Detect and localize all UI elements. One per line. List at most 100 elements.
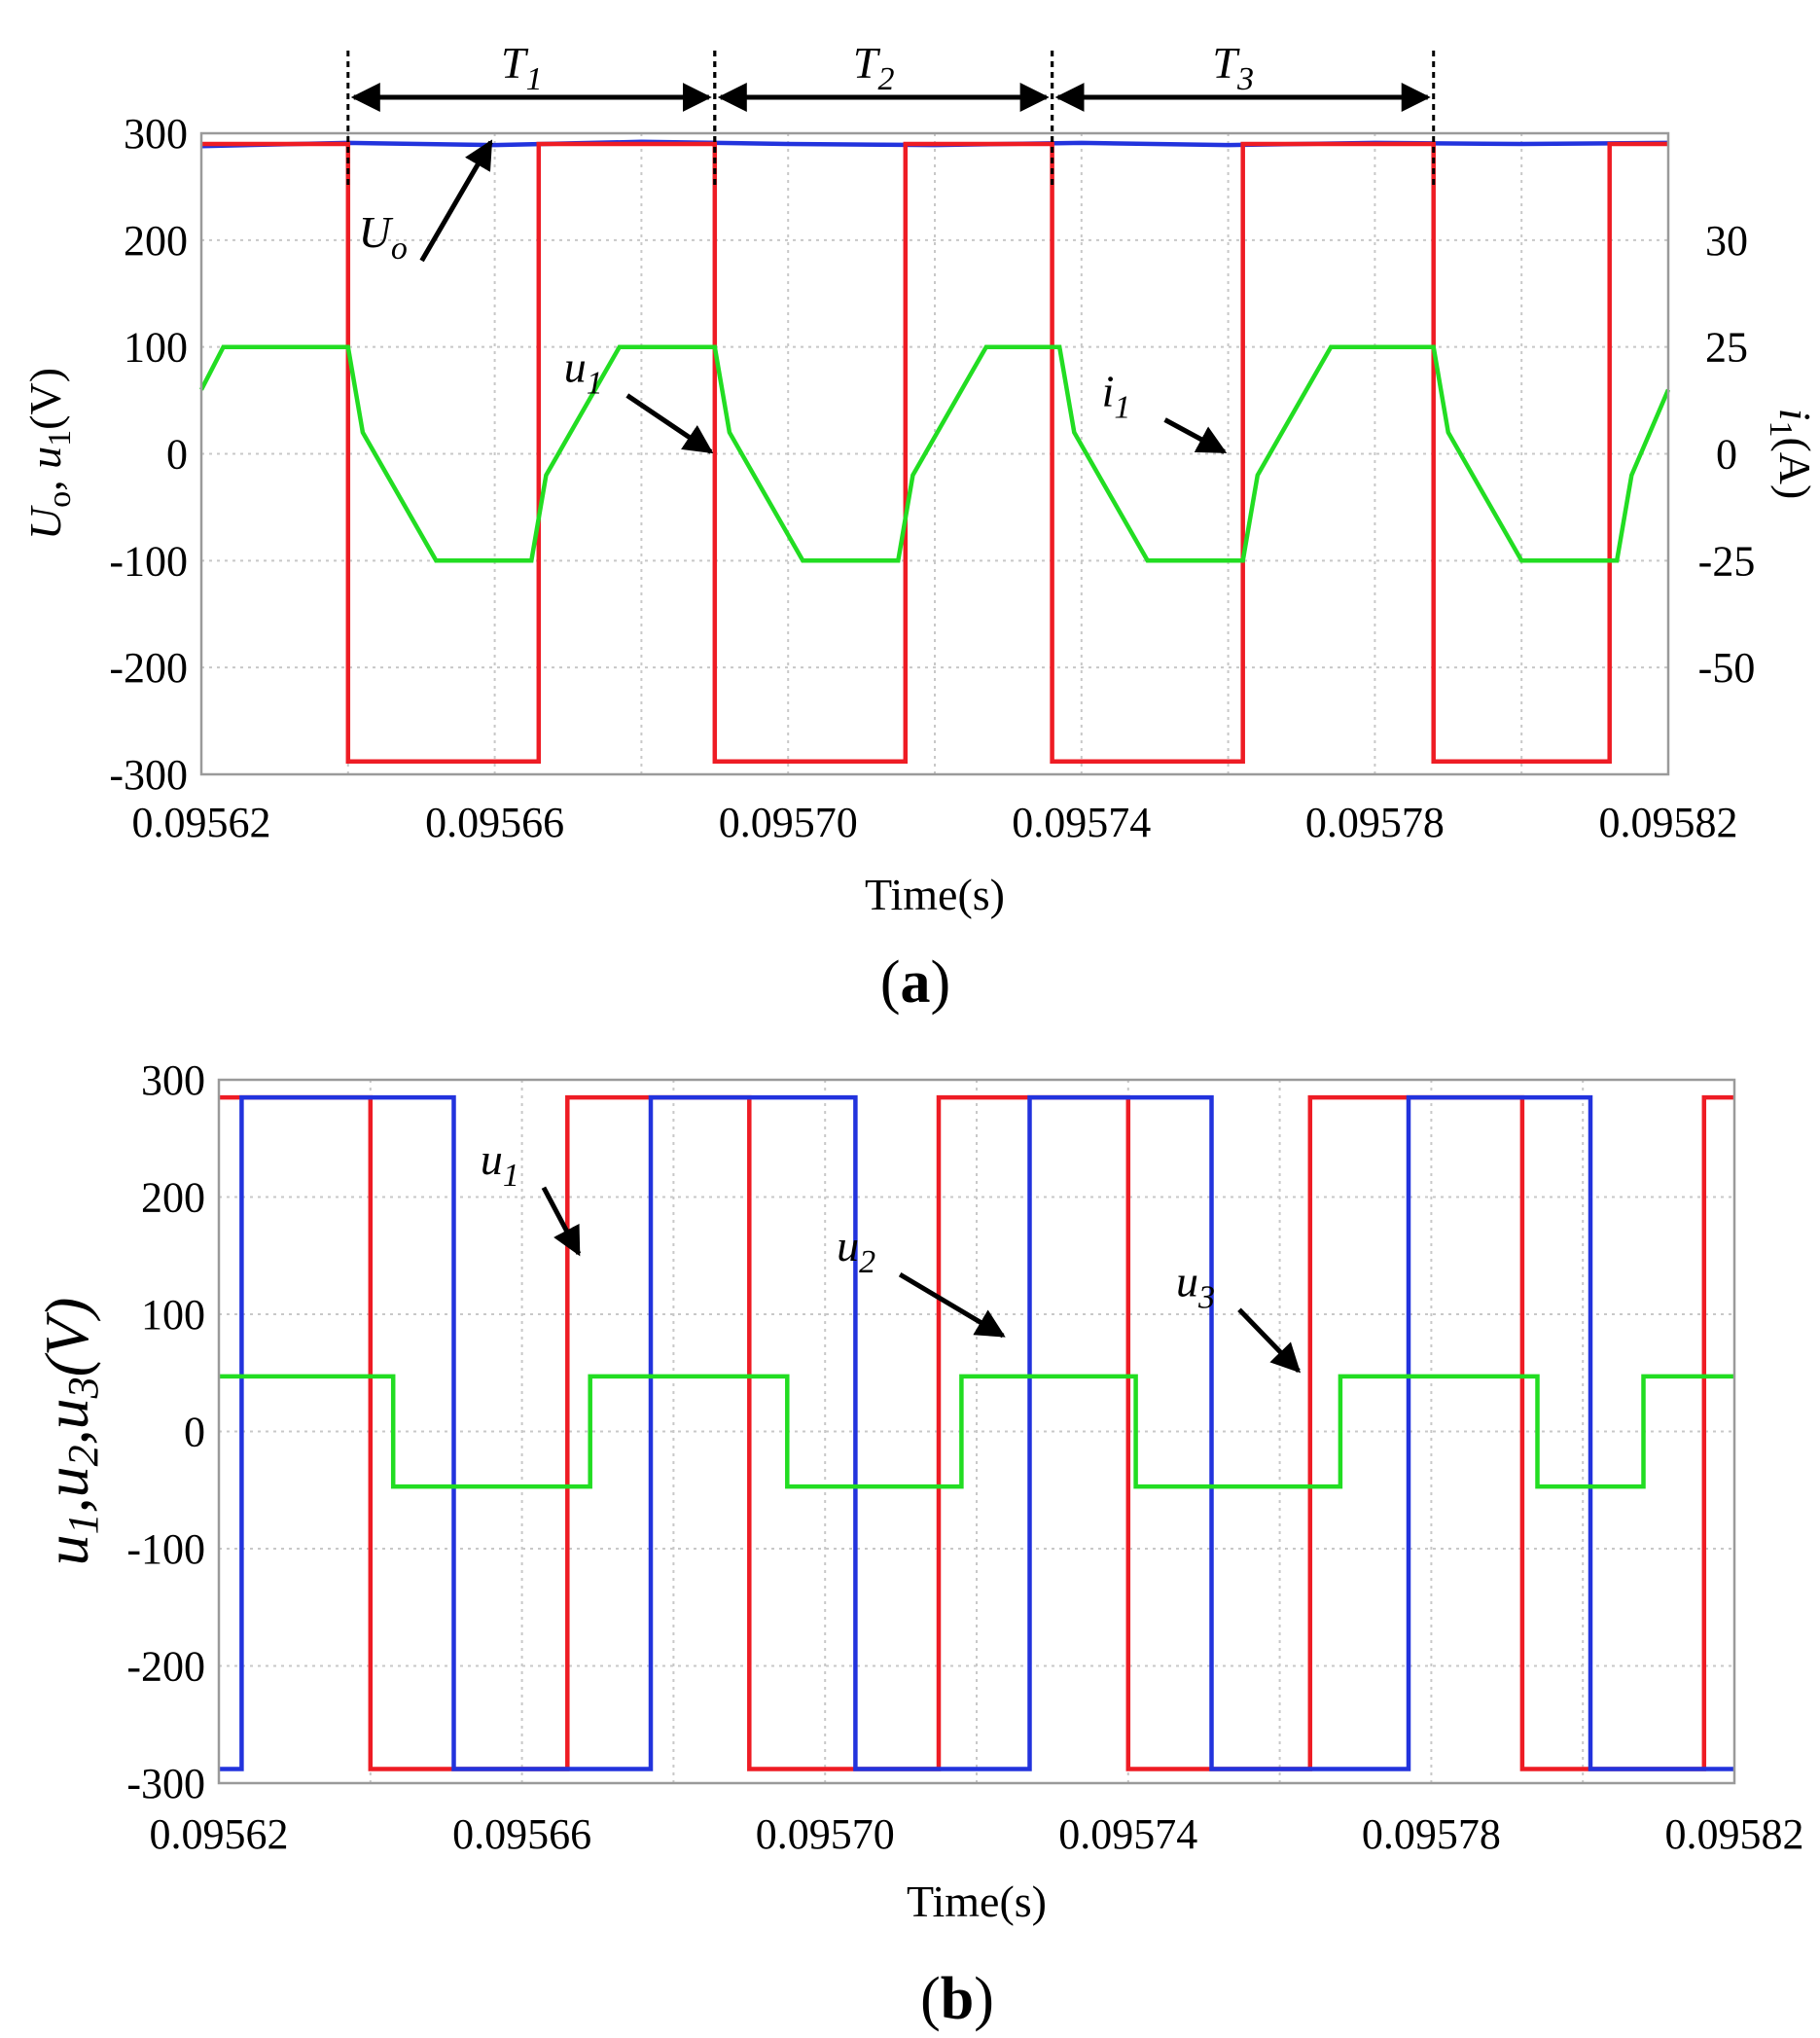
annotation-arrow-u1 (541, 1186, 582, 1257)
y-axis-label-text: Uo, u1(V) (20, 368, 78, 540)
x-tick-label: 0.09570 (719, 799, 858, 846)
y2-axis-label: i1(A) (1763, 409, 1820, 500)
annotation-arrow-i1 (1163, 417, 1228, 454)
y-axis-label: Uo, u1(V) (20, 368, 78, 540)
annotation-label-i1-text: i (1102, 367, 1115, 416)
y-tick-label: 300 (124, 110, 188, 158)
panel-label: (b) (920, 1966, 994, 2032)
annotation-arrow-u3 (1237, 1307, 1302, 1374)
panel-label-paren: ( (920, 1966, 941, 2032)
period-label-T2-subscript: 2 (878, 61, 895, 97)
series-i1 (198, 344, 1671, 563)
period-label-T1-subscript: 1 (526, 61, 543, 97)
y-tick-label: 300 (141, 1056, 205, 1104)
y-axis-label-part: , (32, 1497, 101, 1513)
y-axis-label-part: u (32, 1466, 101, 1497)
plot-frame (217, 1078, 1736, 1785)
annotation-label-u3: u3 (1176, 1256, 1215, 1315)
panel-label-letter: a (901, 949, 931, 1016)
x-tick-label: 0.09562 (150, 1810, 289, 1858)
y2-axis-label-subscript: 1 (1763, 420, 1799, 437)
y2-axis-label-part: i (1770, 409, 1820, 421)
annotation-label-Uo-subscript: o (391, 231, 408, 267)
panel-label-paren: ) (974, 1966, 994, 2032)
y-axis-label-subscript: 2 (59, 1445, 107, 1466)
annotation-label-u1-text: u (481, 1134, 503, 1184)
y-axis-label-text: u1,u2,u3(V) (32, 1298, 107, 1566)
y-tick-label: -100 (109, 537, 188, 585)
y-tick-label: -100 (126, 1525, 205, 1573)
x-tick-label: 0.09574 (1012, 799, 1151, 846)
y2-axis-label-part: (A) (1770, 437, 1820, 499)
panel-label-letter: b (941, 1966, 974, 2032)
y-axis-label-part: , (32, 1429, 101, 1445)
x-tick-label: 0.09578 (1305, 799, 1445, 846)
x-tick-label: 0.09582 (1599, 799, 1738, 846)
period-label-T3: T3 (1212, 38, 1254, 97)
period-label-T2: T2 (853, 38, 895, 97)
y-axis-label-subscript: 1 (42, 430, 78, 447)
series-u3 (219, 1374, 1734, 1489)
y-tick-label: 100 (141, 1291, 205, 1339)
x-tick-label: 0.09566 (425, 799, 564, 846)
series-u2 (219, 1094, 1734, 1771)
y-axis-label-part: U (20, 505, 70, 540)
y2-tick-label: -50 (1698, 644, 1756, 692)
annotation-label-u2: u2 (837, 1221, 875, 1280)
y-tick-label: 100 (124, 324, 188, 372)
period-label-T1: T1 (501, 38, 543, 97)
y-tick-label: -300 (109, 751, 188, 799)
period-label-T3-text: T (1212, 38, 1240, 88)
y-axis-label-part: u (20, 447, 70, 469)
y-tick-label: 200 (124, 217, 188, 265)
panel-label: (a) (880, 949, 950, 1016)
y-axis-label: u1,u2,u3(V) (32, 1298, 107, 1566)
y2-tick-label: 25 (1705, 324, 1748, 372)
annotation-arrow-u1 (625, 393, 714, 454)
x-tick-label: 0.09570 (756, 1810, 895, 1858)
x-tick-label: 0.09574 (1058, 1810, 1197, 1858)
annotation-arrow-Uo (419, 139, 493, 263)
y2-tick-label: 0 (1716, 431, 1737, 479)
annotation-label-u1-subscript: 1 (587, 366, 603, 402)
plot-frame (199, 131, 1670, 776)
period-label-T1-text: T (501, 38, 529, 88)
y-tick-label: -200 (109, 644, 188, 692)
x-tick-label: 0.09582 (1665, 1810, 1804, 1858)
y-axis-label-subscript: 1 (59, 1513, 107, 1534)
annotation-label-u3-subscript: 3 (1197, 1279, 1215, 1315)
annotation-label-u3-text: u (1176, 1256, 1198, 1305)
annotation-label-u1: u1 (564, 342, 603, 402)
panel-label-paren: ) (931, 949, 951, 1016)
annotation-label-i1: i1 (1102, 367, 1131, 426)
y-axis-label-part: u (32, 1534, 101, 1565)
y-axis-label-subscript: 3 (59, 1377, 107, 1399)
y-axis-label-part: , (20, 469, 70, 491)
y-axis-label-part: (V) (32, 1298, 101, 1377)
y-tick-label: 0 (184, 1409, 205, 1456)
y-axis-label-subscript: o (42, 491, 78, 508)
y-tick-label: 0 (166, 431, 188, 479)
period-label-T2-text: T (853, 38, 881, 88)
annotation-label-Uo: Uo (359, 207, 408, 267)
x-axis-label: Time(s) (907, 1877, 1047, 1926)
annotation-label-Uo-text: U (359, 207, 394, 257)
y2-tick-label: 30 (1705, 217, 1748, 265)
annotation-label-u1-subscript: 1 (503, 1158, 519, 1194)
annotation-arrow-u2 (898, 1271, 1006, 1339)
x-axis-label: Time(s) (865, 870, 1005, 919)
annotation-label-u2-text: u (837, 1221, 859, 1270)
y2-axis-label-text: i1(A) (1763, 409, 1820, 500)
y-tick-label: -200 (126, 1643, 205, 1691)
period-label-T3-subscript: 3 (1236, 61, 1254, 97)
x-tick-label: 0.09566 (452, 1810, 591, 1858)
panel-label-paren: ( (880, 949, 901, 1016)
y-axis-label-part: u (32, 1398, 101, 1429)
annotation-label-u2-subscript: 2 (859, 1244, 875, 1280)
y-axis-label-part: (V) (20, 368, 70, 430)
annotation-label-u1: u1 (481, 1134, 519, 1194)
series-u1 (201, 141, 1668, 765)
annotation-label-u1-text: u (564, 342, 587, 392)
